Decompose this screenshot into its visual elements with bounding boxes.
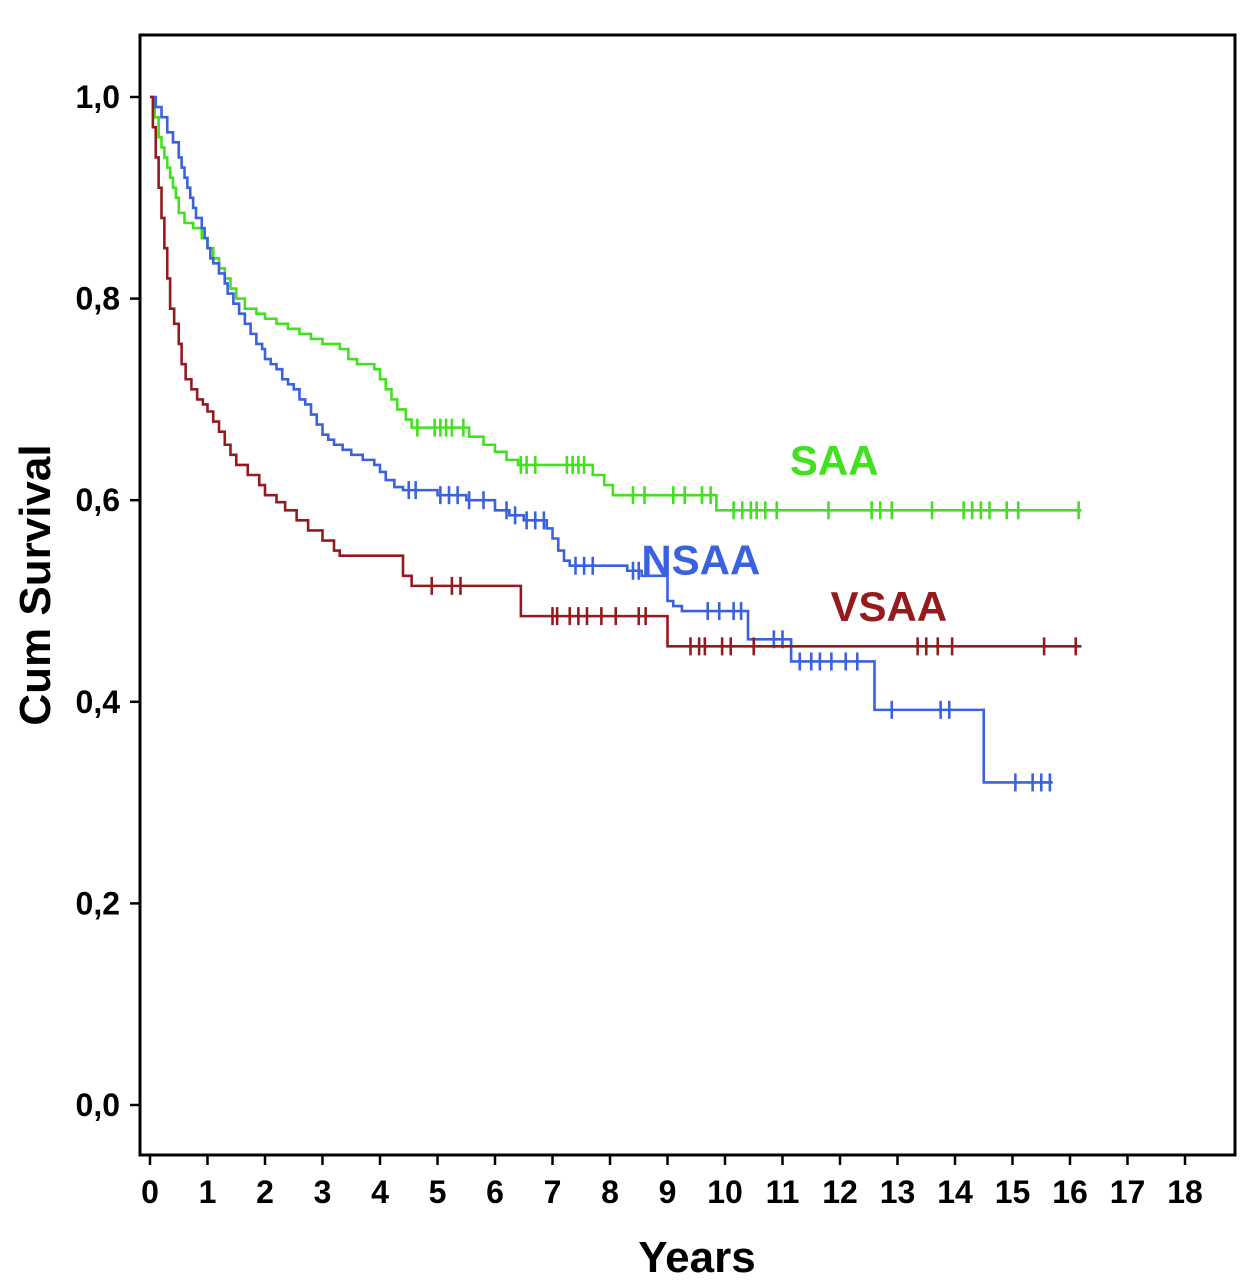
y-axis-title: Cum Survival (11, 444, 60, 726)
x-tick-label: 3 (314, 1174, 332, 1210)
x-tick-label: 4 (371, 1174, 389, 1210)
x-tick-label: 5 (429, 1174, 447, 1210)
x-tick-label: 17 (1110, 1174, 1146, 1210)
x-tick-label: 8 (601, 1174, 619, 1210)
x-tick-label: 6 (486, 1174, 504, 1210)
x-tick-label: 12 (822, 1174, 858, 1210)
series-label-NSAA: NSAA (641, 537, 760, 584)
x-tick-label: 1 (199, 1174, 217, 1210)
x-tick-label: 9 (659, 1174, 677, 1210)
x-tick-label: 7 (544, 1174, 562, 1210)
series-label-SAA: SAA (790, 437, 879, 484)
x-tick-label: 13 (880, 1174, 916, 1210)
x-tick-label: 16 (1052, 1174, 1088, 1210)
y-tick-label: 0,6 (76, 482, 120, 518)
x-tick-label: 2 (256, 1174, 274, 1210)
series-label-VSAA: VSAA (831, 583, 948, 630)
x-axis-title: Years (638, 1233, 756, 1282)
y-tick-label: 0,0 (76, 1087, 120, 1123)
x-tick-label: 14 (937, 1174, 973, 1210)
x-tick-label: 11 (766, 1174, 800, 1210)
y-tick-label: 0,4 (76, 684, 121, 720)
y-tick-label: 0,2 (76, 885, 120, 921)
x-tick-label: 18 (1167, 1174, 1203, 1210)
y-tick-label: 0,8 (76, 281, 120, 317)
x-tick-label: 10 (707, 1174, 743, 1210)
series-line-VSAA (150, 95, 1082, 648)
x-tick-label: 0 (141, 1174, 159, 1210)
series-line-NSAA (150, 95, 1053, 784)
x-tick-label: 15 (995, 1174, 1031, 1210)
series-line-SAA (150, 95, 1082, 512)
y-tick-label: 1,0 (76, 79, 120, 115)
plot-frame (138, 33, 1237, 1157)
